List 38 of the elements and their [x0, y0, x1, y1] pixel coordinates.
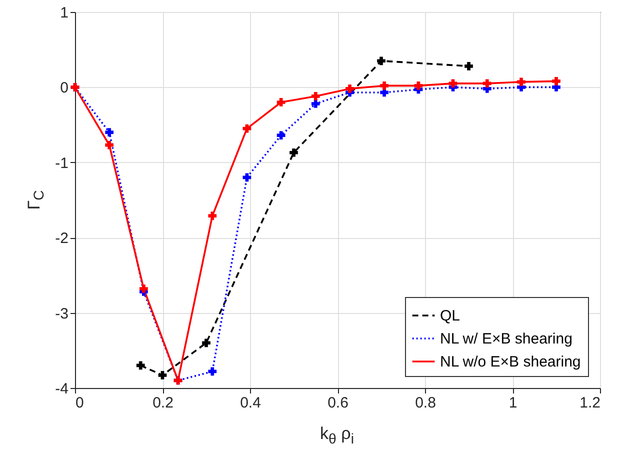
point: [208, 367, 217, 376]
point: [202, 338, 210, 348]
y-tick-label: -2: [55, 230, 68, 248]
x-tick-label: 1.2: [580, 394, 600, 412]
point: [276, 98, 286, 106]
point: [464, 62, 473, 70]
x-axis-title: k$_{θ}$ ρ$_{i}$: [320, 424, 354, 448]
point: [517, 78, 526, 86]
point: [414, 82, 423, 90]
point: [380, 82, 388, 90]
y-tick-label: 0: [60, 80, 68, 97]
point: [105, 128, 114, 137]
point: [311, 100, 320, 108]
point: [136, 361, 145, 370]
x-tick-label: 0.8: [415, 394, 436, 412]
x-tick-label: 0.6: [328, 394, 348, 412]
point: [552, 77, 560, 86]
point: [105, 140, 114, 150]
point: [346, 84, 354, 93]
x-tick-label: 0: [76, 394, 84, 412]
point: [482, 79, 492, 88]
point: [290, 148, 298, 157]
y-tick-label: -4: [55, 380, 68, 398]
point: [377, 56, 386, 66]
legend-label: QL: [440, 308, 460, 324]
legend-label: NL w/ E×B shearing: [440, 330, 572, 348]
y-tick-label: -3: [55, 305, 68, 322]
point: [208, 212, 217, 220]
legend-label: NL w/o E×B shearing: [440, 354, 581, 370]
x-tick-label: 0.4: [240, 394, 261, 412]
x-tick-label: 0.2: [152, 394, 174, 412]
point: [140, 284, 148, 293]
y-tick-label: -1: [55, 154, 68, 172]
x-tick-label: 1: [508, 394, 518, 412]
y-tick-label: 1: [60, 4, 68, 22]
point: [276, 131, 286, 140]
point: [311, 92, 320, 100]
point: [158, 371, 167, 380]
